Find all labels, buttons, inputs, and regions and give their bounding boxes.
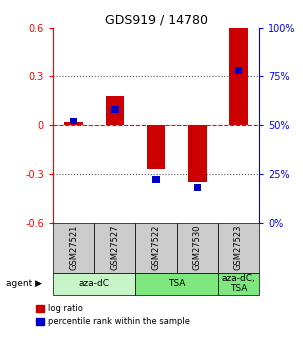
Bar	[111, 106, 118, 113]
Bar	[135, 273, 218, 295]
Text: GSM27530: GSM27530	[193, 225, 202, 270]
Bar	[229, 28, 248, 125]
Bar	[152, 176, 160, 183]
Bar	[64, 122, 83, 125]
Text: TSA: TSA	[168, 279, 185, 288]
Bar	[135, 223, 177, 273]
Bar	[218, 223, 259, 273]
Title: GDS919 / 14780: GDS919 / 14780	[105, 13, 208, 27]
Bar	[188, 125, 207, 182]
Text: agent ▶: agent ▶	[6, 279, 42, 288]
Bar	[177, 223, 218, 273]
Legend: log ratio, percentile rank within the sample: log ratio, percentile rank within the sa…	[35, 303, 191, 328]
Bar	[235, 67, 242, 74]
Text: GSM27523: GSM27523	[234, 225, 243, 270]
Text: aza-dC: aza-dC	[79, 279, 110, 288]
Text: aza-dC,
TSA: aza-dC, TSA	[221, 274, 255, 294]
Bar	[70, 118, 77, 125]
Bar	[218, 273, 259, 295]
Text: GSM27527: GSM27527	[110, 225, 119, 270]
Bar	[147, 125, 165, 169]
Bar	[194, 184, 201, 191]
Bar	[53, 273, 135, 295]
Bar	[105, 96, 124, 125]
Bar	[94, 223, 135, 273]
Text: GSM27521: GSM27521	[69, 225, 78, 270]
Bar	[53, 223, 94, 273]
Text: GSM27522: GSM27522	[152, 225, 161, 270]
